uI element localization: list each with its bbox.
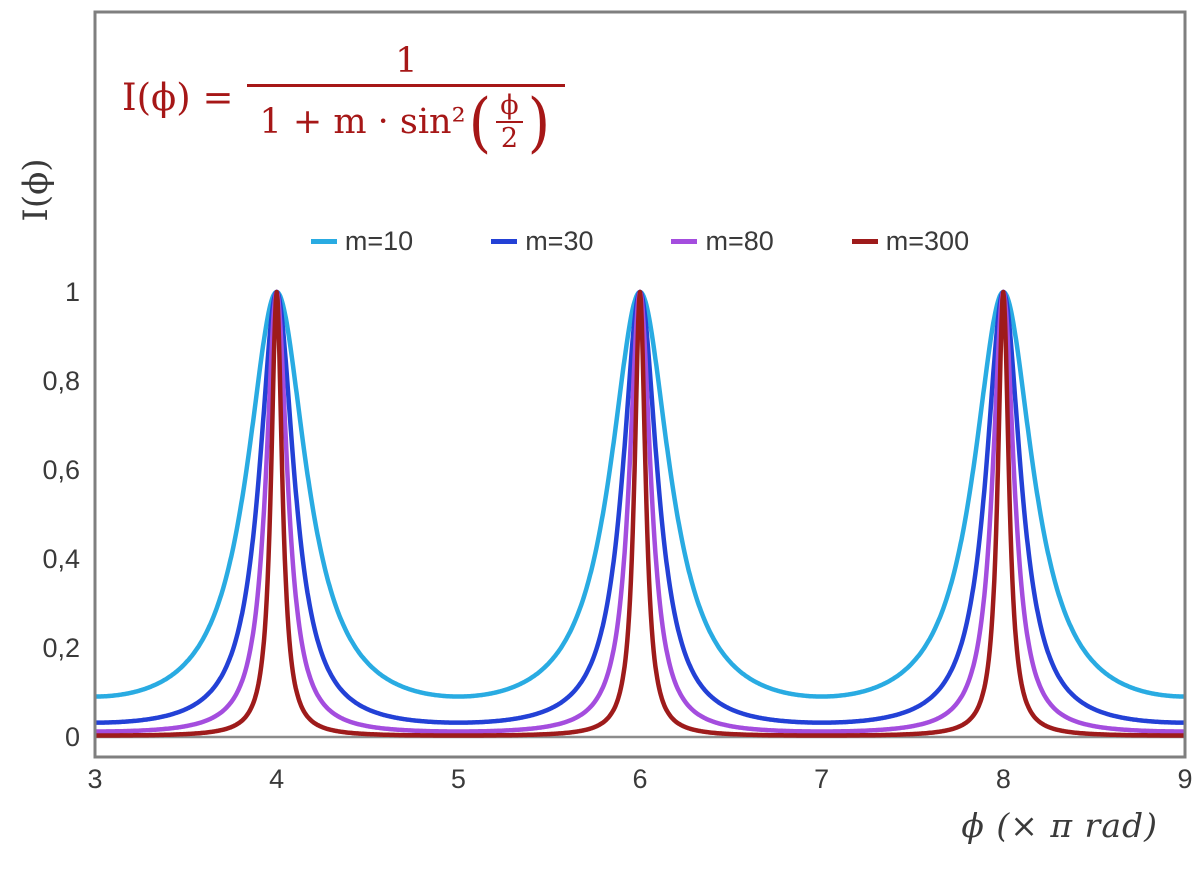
legend-dash-icon [310,239,337,244]
formula-main-fraction: 1 1 + m · sin² ( ϕ 2 ) [247,41,566,161]
legend-item-m=10: m=10 [310,226,414,257]
legend: m=10 m=30 m=80 m=300 [95,226,1185,257]
formula-denominator-text: 1 + m · sin² [259,102,466,143]
close-paren-icon: ) [527,84,551,161]
inner-denominator: 2 [495,120,524,153]
legend-label: m=30 [525,226,594,256]
legend-item-m=80: m=80 [671,226,774,257]
formula-lhs: I(ϕ) = [122,76,234,120]
formula-numerator: 1 [395,41,418,81]
legend-label: m=10 [344,226,414,256]
open-paren-icon: ( [468,84,492,161]
y-axis-title: I(ϕ) [16,158,56,222]
plot-frame [93,10,1187,759]
legend-dash-icon [671,239,698,244]
legend-label: m=300 [885,226,970,256]
formula-denominator: 1 + m · sin² ( ϕ 2 ) [247,83,566,161]
x-axis-title: ϕ (× π rad) [961,806,1158,845]
formula-inner-fraction: ϕ 2 [495,89,524,154]
series-line-m=300 [95,289,1185,738]
series-line-m=80 [95,289,1185,734]
intensity-formula: I(ϕ) = 1 1 + m · sin² ( ϕ 2 ) [122,41,566,161]
inner-numerator: ϕ [500,89,519,121]
legend-dash-icon [851,239,878,244]
legend-item-m=300: m=300 [851,226,970,257]
legend-item-m=30: m=30 [491,226,593,257]
legend-label: m=80 [705,226,774,256]
legend-dash-icon [491,239,518,244]
series-line-m=30 [95,289,1185,725]
